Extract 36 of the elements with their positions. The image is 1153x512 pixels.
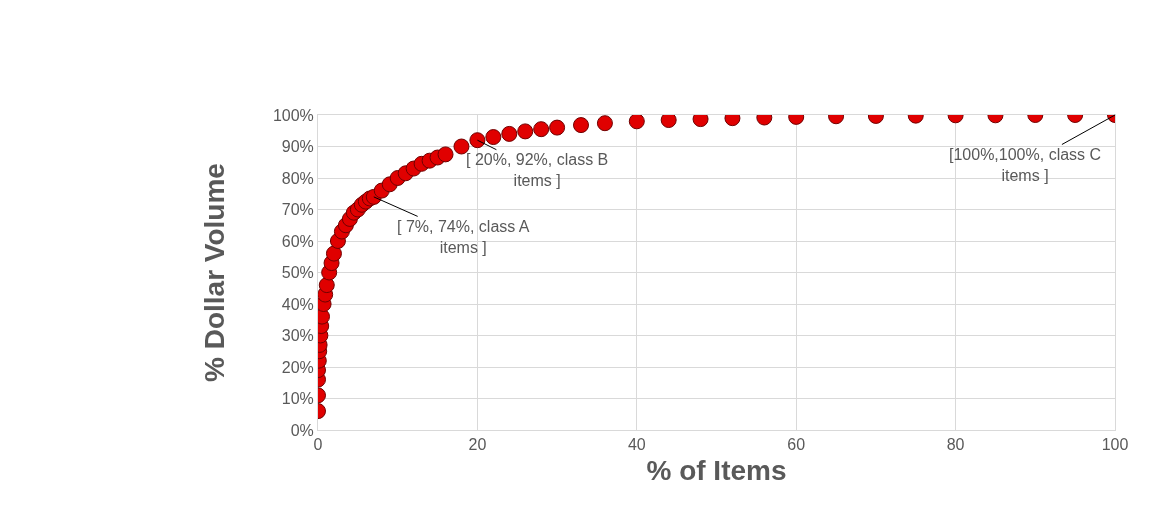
annotation: [100%,100%, class C items ] <box>949 146 1102 184</box>
point <box>573 117 590 134</box>
x-tick-label: 80 <box>946 436 965 454</box>
y-tick-label: 100% <box>272 106 314 124</box>
x-tick-label: 100 <box>1101 436 1129 454</box>
y-tick-label: 0% <box>290 421 314 439</box>
point <box>517 123 534 140</box>
y-tick-label: 10% <box>281 390 314 408</box>
point <box>501 125 518 142</box>
y-tick-label: 60% <box>281 232 314 250</box>
y-tick-label: 40% <box>281 295 314 313</box>
point <box>549 119 566 136</box>
point <box>437 146 454 163</box>
point <box>628 115 645 130</box>
y-tick-label: 80% <box>281 169 314 187</box>
x-tick-label: 20 <box>468 436 487 454</box>
y-tick-label: 70% <box>281 201 314 219</box>
annotation: [ 7%, 74%, class A items ] <box>397 218 530 256</box>
x-tick-label: 40 <box>627 436 646 454</box>
point <box>533 121 550 138</box>
annotation: [ 20%, 92%, class B items ] <box>466 151 609 189</box>
point <box>660 115 677 129</box>
point <box>596 115 613 132</box>
y-axis-title: % Dollar Volume <box>198 163 230 382</box>
y-tick-label: 90% <box>281 138 314 156</box>
y-tick-label: 50% <box>281 264 314 282</box>
y-tick-label: 20% <box>281 358 314 376</box>
point <box>469 132 486 149</box>
point <box>485 129 502 146</box>
point <box>453 138 470 155</box>
point <box>325 245 342 262</box>
point <box>318 277 335 294</box>
x-tick-label: 0 <box>313 436 323 454</box>
y-tick-label: 30% <box>281 327 314 345</box>
x-axis-title: % of Items <box>646 455 787 487</box>
x-tick-label: 60 <box>787 436 806 454</box>
